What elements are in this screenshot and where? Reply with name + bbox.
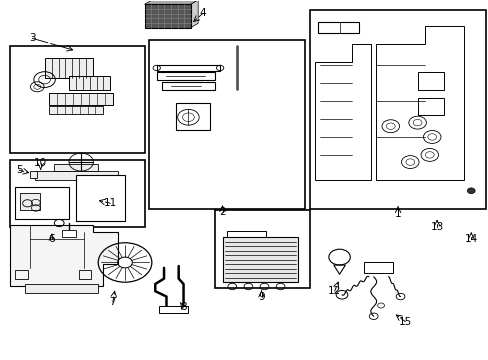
Bar — [49, 93, 113, 105]
Bar — [76, 175, 125, 221]
Bar — [79, 270, 91, 279]
Bar — [44, 58, 93, 78]
Bar — [10, 45, 144, 153]
Bar — [25, 284, 98, 293]
Bar — [49, 106, 103, 114]
Bar — [20, 193, 40, 211]
Bar — [69, 76, 110, 90]
Text: 1: 1 — [394, 209, 401, 219]
Bar — [222, 237, 298, 282]
Polygon shape — [35, 171, 118, 180]
Text: 8: 8 — [180, 302, 186, 312]
Text: 3: 3 — [29, 33, 36, 43]
Text: 6: 6 — [48, 234, 55, 244]
Bar — [10, 160, 144, 226]
Bar — [310, 10, 485, 209]
Bar — [161, 82, 215, 90]
Bar — [15, 187, 69, 220]
Bar — [227, 231, 266, 237]
Text: 12: 12 — [327, 286, 341, 296]
Bar — [149, 40, 305, 209]
Text: 13: 13 — [429, 222, 443, 231]
Bar — [144, 4, 190, 28]
Text: 11: 11 — [103, 198, 117, 208]
Bar — [215, 211, 310, 288]
Polygon shape — [190, 0, 198, 28]
Polygon shape — [10, 225, 118, 286]
Text: 7: 7 — [109, 297, 116, 307]
Text: 9: 9 — [258, 292, 264, 302]
Bar — [30, 171, 37, 178]
Polygon shape — [54, 164, 98, 171]
Polygon shape — [144, 0, 198, 4]
Circle shape — [467, 188, 474, 194]
Text: 4: 4 — [199, 8, 206, 18]
Bar — [157, 72, 215, 80]
Bar — [363, 262, 392, 273]
Text: 10: 10 — [34, 158, 47, 168]
Text: 14: 14 — [464, 234, 477, 244]
Text: 15: 15 — [398, 317, 411, 327]
Bar — [15, 270, 27, 279]
Bar — [417, 98, 444, 116]
Text: 5: 5 — [16, 165, 22, 175]
Bar — [159, 306, 188, 313]
Text: 2: 2 — [219, 207, 225, 217]
Bar — [61, 230, 76, 237]
Bar — [417, 72, 444, 90]
Bar — [317, 22, 358, 33]
Bar — [176, 103, 210, 130]
